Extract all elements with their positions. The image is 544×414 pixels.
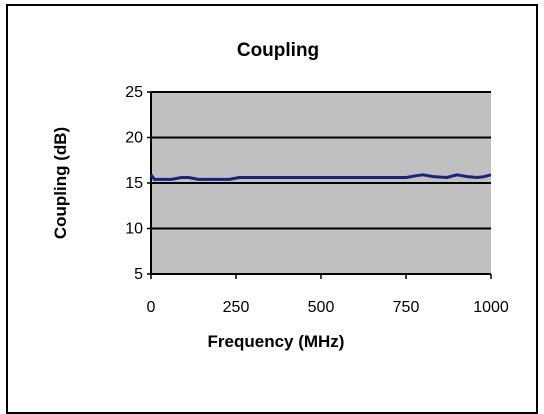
y-axis-label: Coupling (dB): [51, 127, 70, 239]
chart-title: Coupling: [237, 40, 319, 61]
y-tick-label: 15: [125, 175, 143, 192]
series-group: [149, 173, 492, 181]
y-tick-label: 25: [125, 84, 143, 101]
x-tick-label: 750: [393, 299, 420, 316]
x-axis-label: Frequency (MHz): [208, 332, 345, 351]
axes: [147, 91, 492, 279]
x-tick-labels: 0 250 500 750 1000: [147, 299, 509, 316]
x-tick-label: 250: [223, 299, 250, 316]
gridlines: [151, 91, 491, 230]
y-tick-label: 20: [125, 130, 143, 147]
y-tick-label: 10: [125, 221, 143, 238]
x-tick-label: 1000: [473, 299, 509, 316]
x-tick-label: 0: [147, 299, 156, 316]
chart-frame: Coupling 5 10 15 20 25 0 250 500 750 1000 Freque…: [6, 4, 538, 414]
y-tick-label: 5: [134, 266, 143, 283]
x-tick-label: 500: [308, 299, 335, 316]
series-line: [149, 173, 492, 181]
chart-svg: Coupling 5 10 15 20 25 0 250 500 750 1000 Freque…: [51, 40, 509, 351]
y-tick-labels: 5 10 15 20 25: [125, 84, 143, 283]
